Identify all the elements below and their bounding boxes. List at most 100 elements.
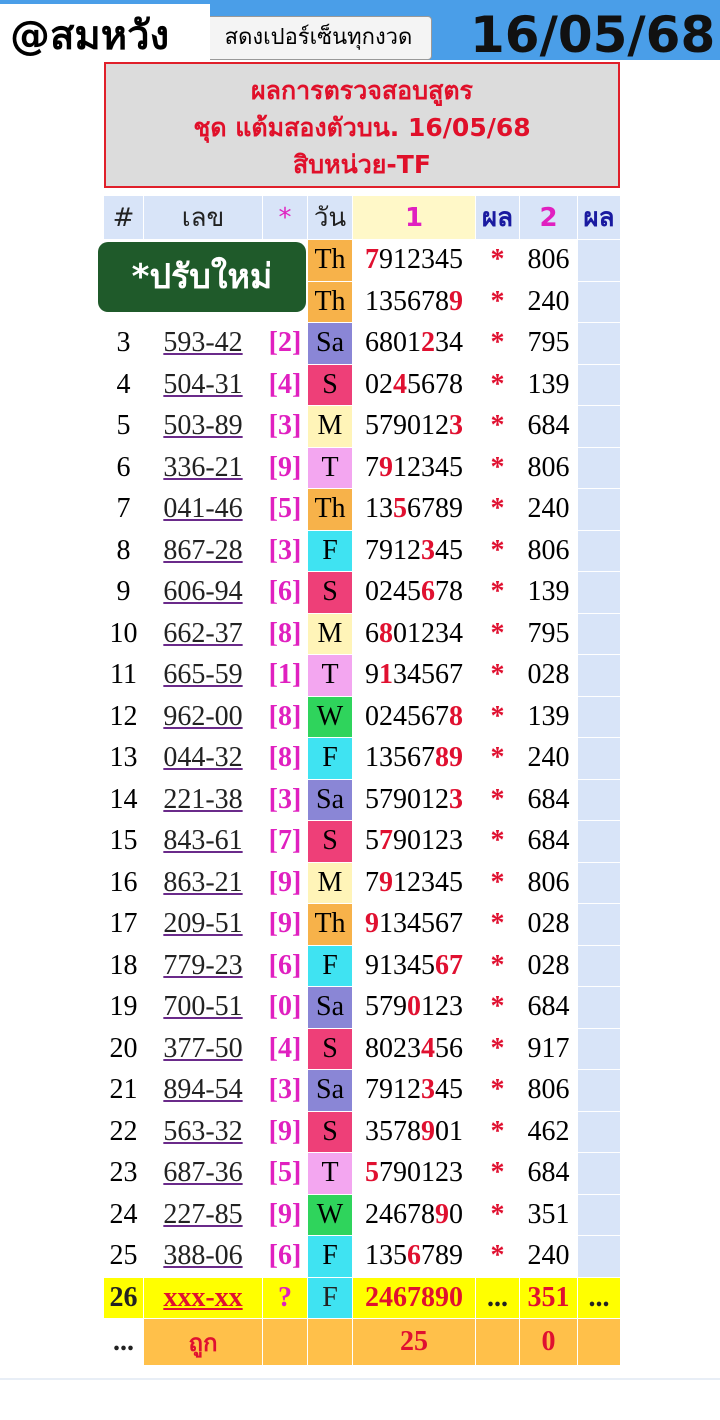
star: * [475, 695, 520, 738]
result-2: 806 [519, 239, 578, 282]
digit: 6 [407, 493, 421, 525]
result-2: 806 [519, 1069, 578, 1112]
result-2: 462 [519, 1110, 578, 1153]
digit: 1 [393, 1074, 407, 1106]
digit: 5 [365, 991, 379, 1023]
bracket: [3] [262, 778, 308, 821]
digit: 6 [435, 908, 449, 940]
number: 687-36 [143, 1152, 263, 1195]
results-table: # เลข * วัน 1 ผล 2 ผล Th 7912345 * 806 Th 1356789 * 240… [103, 195, 621, 1366]
digit: 2 [435, 410, 449, 442]
digit: 9 [449, 1240, 463, 1272]
digit: 7 [365, 451, 379, 483]
star: * [475, 986, 520, 1029]
digit: 9 [379, 1074, 393, 1106]
bracket: [5] [262, 1152, 308, 1195]
bracket: [8] [262, 737, 308, 780]
digit: 7 [435, 368, 449, 400]
column-header: ผล [475, 195, 520, 240]
digit: 8 [435, 742, 449, 774]
day: M [307, 861, 353, 904]
sequence: 5790123 [352, 405, 476, 448]
empty [577, 737, 621, 780]
digit: 9 [435, 1198, 449, 1230]
empty [577, 446, 621, 489]
star: * [475, 654, 520, 697]
bracket: [4] [262, 1027, 308, 1070]
digit: 9 [379, 244, 393, 276]
sequence: 1356789 [352, 1235, 476, 1278]
empty [577, 405, 621, 448]
empty [577, 778, 621, 821]
digit: 3 [449, 825, 463, 857]
sequence: 7912345 [352, 529, 476, 572]
row-number: 8 [103, 529, 144, 572]
percent-button[interactable]: สดงเปอร์เซ็นทุกงวด [205, 16, 432, 60]
digit: 5 [449, 244, 463, 276]
sequence: 8023456 [352, 1027, 476, 1070]
sequence: 2467890 [352, 1193, 476, 1236]
number: 662-37 [143, 612, 263, 655]
number: 041-46 [143, 488, 263, 531]
digit: 3 [393, 908, 407, 940]
number: 388-06 [143, 1235, 263, 1278]
digit: 4 [435, 1074, 449, 1106]
digit: 0 [379, 1032, 393, 1064]
digit: 9 [421, 1115, 435, 1147]
empty [577, 1318, 621, 1366]
result-2: 240 [519, 280, 578, 323]
result-2: 806 [519, 446, 578, 489]
sequence: 7912345 [352, 1069, 476, 1112]
pending-cell: ... [577, 1276, 621, 1319]
digit: 3 [421, 866, 435, 898]
star: * [475, 778, 520, 821]
row-number: 10 [103, 612, 144, 655]
digit: 2 [435, 1157, 449, 1189]
digit: 5 [435, 1032, 449, 1064]
digit: 7 [365, 244, 379, 276]
day: S [307, 820, 353, 863]
digit: 7 [379, 1157, 393, 1189]
digit: 9 [365, 908, 379, 940]
digit: 9 [393, 1157, 407, 1189]
number: 209-51 [143, 903, 263, 946]
empty [577, 1193, 621, 1236]
star: * [475, 363, 520, 406]
row-number: 14 [103, 778, 144, 821]
bracket: [9] [262, 903, 308, 946]
result-2: 139 [519, 363, 578, 406]
column-header: * [262, 195, 308, 240]
pending-cell: 351 [519, 1276, 578, 1319]
digit: 8 [421, 1198, 435, 1230]
digit: 3 [449, 783, 463, 815]
result-2: 684 [519, 778, 578, 821]
bracket: [4] [262, 363, 308, 406]
star: * [475, 737, 520, 780]
digit: 6 [421, 368, 435, 400]
row: 7 041-46 [5] Th 1356789 * 240 [103, 488, 621, 531]
digit: 8 [379, 617, 393, 649]
row: 13 044-32 [8] F 1356789 * 240 [103, 737, 621, 780]
digit: 2 [393, 1032, 407, 1064]
digit: 3 [379, 493, 393, 525]
digit: 2 [435, 825, 449, 857]
digit: 7 [379, 783, 393, 815]
day: Th [307, 239, 353, 282]
digit: 4 [407, 949, 421, 981]
digit: 3 [393, 949, 407, 981]
digit: 9 [365, 949, 379, 981]
bracket: [3] [262, 529, 308, 572]
sequence: 6801234 [352, 612, 476, 655]
digit: 4 [407, 659, 421, 691]
star: * [475, 1027, 520, 1070]
digit: 3 [449, 991, 463, 1023]
empty [577, 1152, 621, 1195]
empty [577, 1235, 621, 1278]
empty [577, 322, 621, 365]
digit: 2 [407, 866, 421, 898]
sequence: 5790123 [352, 1152, 476, 1195]
digit: 1 [393, 866, 407, 898]
bracket: [9] [262, 1193, 308, 1236]
footer-first: ... [103, 1318, 144, 1366]
digit: 3 [435, 617, 449, 649]
